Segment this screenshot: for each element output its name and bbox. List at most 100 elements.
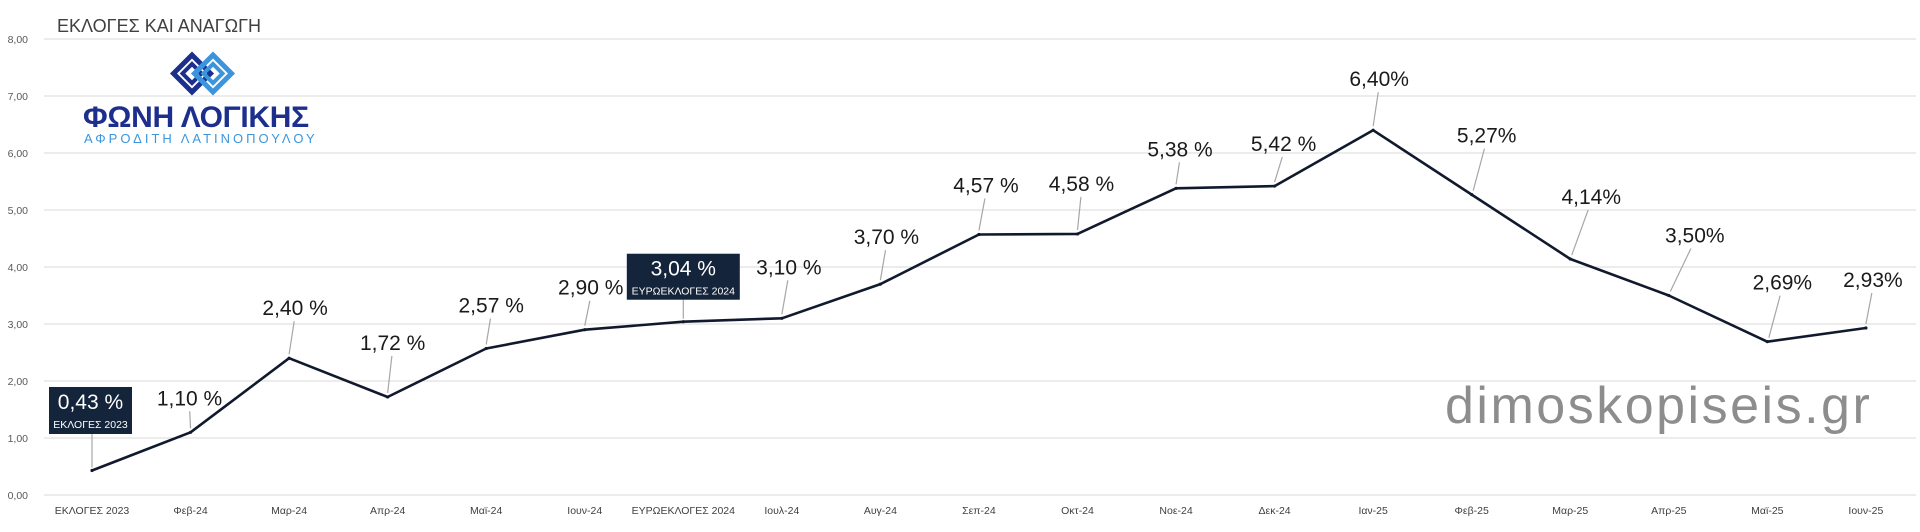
data-label-2: 2,40 % [262,297,327,320]
data-point-9 [977,232,981,237]
y-tick-label-6: 6,00 [8,148,29,160]
y-tick-label-7: 7,00 [8,91,29,103]
x-tick-label-18: Ιουν-25 [1848,505,1883,517]
x-tick-label-6: ΕΥΡΩΕΚΛΟΓΕΣ 2024 [632,505,736,517]
data-label-6: 3,04 % [651,258,716,281]
callout-box-0: 0,43 % ΕΚΛΟΓΕΣ 2023 [49,386,132,434]
x-tick-label-3: Απρ-24 [370,505,406,517]
chart-title: ΕΚΛΟΓΕΣ ΚΑΙ ΑΝΑΓΩΓΗ [57,16,261,36]
data-point-14 [1470,193,1474,197]
logo: ΦΩΝΗ ΛΟΓΙΚΗΣ ΑΦΡΟΔΙΤΗ ΛΑΤΙΝΟΠΟΥΛΟΥ [83,51,318,146]
interlocked-diamonds-icon [169,51,236,96]
x-tick-label-1: Φεβ-24 [173,505,207,517]
leader-line-7 [781,280,789,315]
leader-line-18 [1865,292,1873,325]
x-tick-label-12: Δεκ-24 [1259,505,1291,517]
leader-line-15 [1571,209,1589,256]
x-tick-label-2: Μαρ-24 [271,505,307,517]
data-point-10 [1075,232,1080,236]
data-label-12: 5,42 % [1251,133,1316,156]
y-tick-label-4: 4,00 [8,262,29,274]
logo-subtitle: ΑΦΡΟΔΙΤΗ ΛΑΤΙΝΟΠΟΥΛΟΥ [84,131,318,146]
leader-line-17 [1768,295,1781,338]
data-label-1: 1,10 % [157,387,222,410]
data-label-16: 3,50% [1665,225,1725,248]
data-label-8: 3,70 % [854,226,919,249]
leader-line-11 [1175,162,1181,185]
data-point-2 [287,356,291,360]
x-tick-label-17: Μαϊ-25 [1751,505,1783,517]
gridlines [44,38,1916,496]
watermark: dimoskopiseis.gr [1445,377,1872,435]
data-point-11 [1174,186,1178,190]
y-tick-label-8: 8,00 [8,34,29,46]
leader-line-10 [1076,196,1082,231]
series [90,128,1868,473]
data-point-5 [583,328,587,332]
data-point-12 [1273,184,1277,188]
x-tick-label-11: Νοε-24 [1159,505,1192,517]
leader-line-13 [1372,92,1379,127]
data-point-6 [681,320,685,324]
data-label-18: 2,93% [1843,269,1903,292]
data-point-13 [1371,128,1375,132]
data-label-5: 2,90 % [558,277,623,300]
y-tick-label-2: 2,00 [8,376,29,388]
data-label-11: 5,38 % [1147,138,1212,161]
x-axis-tick-labels: ΕΚΛΟΓΕΣ 2023 Φεβ-24 Μαρ-24 Απρ-24 Μαϊ-24 Ιουν… [55,505,1884,517]
data-label-0: 0,43 % [58,391,123,414]
x-tick-label-10: Οκτ-24 [1061,505,1094,517]
data-labels: 0,43 % ΕΚΛΟΓΕΣ 2023 1,10 % 2,40 % 1,72 % 2,57… [49,68,1903,434]
data-point-3 [386,395,390,399]
leader-line-1 [189,411,192,429]
leader-line-9 [978,198,986,231]
data-label-17: 2,69% [1753,272,1813,295]
callout-box-6: 3,04 % ΕΥΡΩΕΚΛΟΓΕΣ 2024 [626,253,740,300]
x-tick-label-5: Ιουν-24 [567,505,602,517]
y-tick-label-1: 1,00 [8,433,29,445]
y-tick-label-0: 0,00 [8,490,29,502]
leader-line-3 [387,355,393,394]
data-point-8 [878,282,883,286]
data-point-4 [484,346,488,351]
data-label-4: 2,57 % [459,295,524,318]
data-label-15: 4,14% [1561,186,1621,209]
leader-line-8 [879,249,887,281]
leader-line-12 [1274,156,1283,183]
y-tick-label-3: 3,00 [8,319,29,331]
data-point-15 [1568,257,1572,261]
x-tick-label-14: Φεβ-25 [1455,505,1489,517]
leader-line-4 [485,318,492,345]
data-point-7 [780,316,784,320]
data-label-9: 4,57 % [953,175,1018,198]
data-point-18 [1864,326,1868,330]
data-point-1 [188,430,193,434]
leader-line-16 [1669,248,1692,292]
x-tick-label-4: Μαϊ-24 [470,505,502,517]
data-label-3: 1,72 % [360,332,425,355]
data-label-14: 5,27% [1457,125,1517,148]
data-point-0 [90,468,94,473]
logo-name: ΦΩΝΗ ΛΟΓΙΚΗΣ [83,101,309,134]
data-label-10: 4,58 % [1049,173,1114,196]
y-axis-tick-labels: 0,00 1,00 2,00 3,00 4,00 5,00 6,00 7,00 8,00 [8,34,29,502]
callout-box-background-6 [626,253,740,300]
x-tick-label-7: Ιουλ-24 [764,505,799,517]
callout-caption-0: ΕΚΛΟΓΕΣ 2023 [53,419,128,431]
data-label-13: 6,40% [1349,68,1409,91]
callout-caption-6: ΕΥΡΩΕΚΛΟΓΕΣ 2024 [632,286,736,298]
x-tick-label-8: Αυγ-24 [864,505,897,517]
x-tick-label-16: Απρ-25 [1651,505,1687,517]
x-tick-label-13: Ιαν-25 [1358,505,1388,517]
x-tick-label-9: Σεπ-24 [962,505,996,517]
data-label-7: 3,10 % [756,256,821,279]
leader-line-5 [584,300,591,326]
data-point-16 [1667,293,1671,298]
leader-lines [91,92,1873,468]
leader-line-14 [1472,148,1486,191]
data-point-17 [1765,340,1769,344]
x-tick-label-0: ΕΚΛΟΓΕΣ 2023 [55,505,130,517]
x-tick-label-15: Μαρ-25 [1552,505,1588,517]
y-tick-label-5: 5,00 [8,205,29,217]
